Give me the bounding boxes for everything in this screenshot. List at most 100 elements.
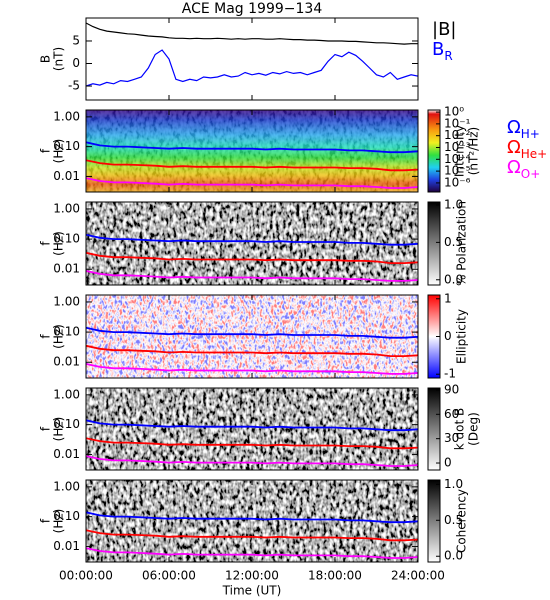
gyro-line (86, 177, 418, 189)
colorbar-label: Ellipticity (455, 309, 469, 364)
y-tick-label: 0.10 (53, 232, 80, 246)
gyro-line (86, 529, 418, 542)
legend-name: Ω (507, 117, 521, 138)
panel (86, 202, 418, 285)
colorbar-tick-label: 60 (444, 407, 459, 421)
colorbar (427, 387, 441, 471)
colorbar-tick-label: 10⁻⁴ (444, 152, 471, 166)
legend-entry: |B| (432, 19, 456, 40)
y-axis-label: f (39, 334, 53, 339)
legend-name: |B| (432, 19, 456, 40)
colorbar-label: (Deg) (467, 412, 481, 446)
legend-entry: ΩH+ (507, 117, 540, 141)
gyro-line (86, 326, 418, 339)
colorbar-label: k dot B (453, 408, 467, 450)
chart-title: ACE Mag 1999−134 (182, 1, 323, 17)
y-axis-label: f (39, 241, 53, 246)
x-tick-label: 06:00:00 (142, 569, 196, 583)
y-axis-label: (Hz) (52, 417, 66, 442)
x-tick-label: 12:00:00 (225, 569, 279, 583)
legend-subscript: O+ (521, 167, 541, 181)
panel (86, 388, 418, 470)
y-tick-label: 1.00 (53, 294, 80, 308)
gyro-line (86, 251, 418, 265)
y-tick-label: 0.01 (53, 539, 80, 553)
legend-name: B (432, 39, 444, 60)
legend-entry: ΩO+ (507, 157, 540, 181)
gyro-line (86, 233, 418, 246)
y-axis-label: (Hz) (52, 509, 66, 534)
y-tick-label: 1.00 (53, 201, 80, 215)
y-axis-label: (Hz) (52, 139, 66, 164)
colorbar (427, 479, 441, 563)
y-tick-label: 0.10 (53, 325, 80, 339)
y-tick-label: 1.00 (53, 479, 80, 493)
y-tick-label: 0.01 (53, 355, 80, 369)
legend-name: Ω (507, 137, 521, 158)
colorbar-tick-label: 10⁰ (444, 105, 464, 119)
plot-frame (85, 17, 419, 101)
y-tick-label: 0.01 (53, 447, 80, 461)
colorbar-tick-label: 90 (444, 382, 459, 396)
legend-entry: BR (432, 39, 453, 63)
colorbar-tick-label: 0.0 (444, 549, 463, 563)
x-tick-label: 18:00:00 (308, 569, 362, 583)
colorbar-label: (nT²/Hz) (467, 127, 481, 175)
legend-subscript: R (444, 49, 452, 63)
y-axis-label: B (39, 55, 53, 63)
colorbar-tick-label: 10⁻⁶ (444, 175, 471, 189)
gyro-line (86, 270, 418, 282)
y-axis-label: (Hz) (52, 231, 66, 256)
panel (86, 110, 418, 192)
legend-entry: ΩHe+ (507, 137, 547, 161)
y-tick-label: 1.00 (53, 387, 80, 401)
colorbar-tick-label: 10⁻⁵ (444, 164, 471, 178)
y-tick-label: 0.10 (53, 509, 80, 523)
colorbar-label: % Polarization (455, 201, 469, 286)
y-tick-label: 1.00 (53, 109, 80, 123)
colorbar-tick-label: 10⁻¹ (444, 116, 471, 130)
panel (86, 22, 418, 87)
colorbar-label: Intensity (453, 125, 467, 177)
y-tick-label: -5 (68, 79, 80, 93)
colorbar-label: Coherency (455, 489, 469, 553)
legend-name: Ω (507, 157, 521, 178)
y-tick-label: 5 (72, 33, 80, 47)
gyro-line (86, 437, 418, 450)
legend-subscript: He+ (521, 147, 547, 161)
colorbar-tick-label: 0.5 (444, 235, 463, 249)
colorbar-tick-label: 1.0 (444, 477, 463, 491)
gyro-line (86, 455, 418, 467)
gyro-line (86, 344, 418, 358)
y-axis-label: f (39, 148, 53, 153)
gyro-line (86, 141, 418, 154)
colorbar-tick-label: 1 (444, 291, 452, 305)
colorbar-tick-label: 10⁻³ (444, 140, 471, 154)
y-axis-label: (nT) (52, 47, 66, 71)
y-tick-label: 0 (72, 56, 80, 70)
gyro-line (86, 363, 418, 375)
colorbar-tick-label: 10⁻² (444, 128, 471, 142)
y-tick-label: 0.10 (53, 417, 80, 431)
colorbar-tick-label: 0.0 (444, 272, 463, 286)
colorbar-tick-label: 1.0 (444, 197, 463, 211)
gyro-line (86, 159, 418, 172)
x-tick-label: 00:00:00 (59, 569, 113, 583)
colorbar-tick-label: 0 (444, 456, 452, 470)
x-axis-label: Time (UT) (222, 584, 282, 598)
gyro-line (86, 511, 418, 524)
colorbar-tick-label: 0 (444, 329, 452, 343)
panel (86, 295, 418, 378)
data-line (86, 22, 418, 45)
legend-subscript: H+ (521, 127, 540, 141)
colorbar-tick-label: 30 (444, 431, 459, 445)
colorbar (427, 201, 441, 286)
y-axis-label: f (39, 518, 53, 523)
colorbar-tick-label: 0.5 (444, 513, 463, 527)
y-axis-label: f (39, 426, 53, 431)
y-tick-label: 0.01 (53, 262, 80, 276)
y-tick-label: 0.10 (53, 139, 80, 153)
x-tick-label: 24:00:00 (391, 569, 445, 583)
